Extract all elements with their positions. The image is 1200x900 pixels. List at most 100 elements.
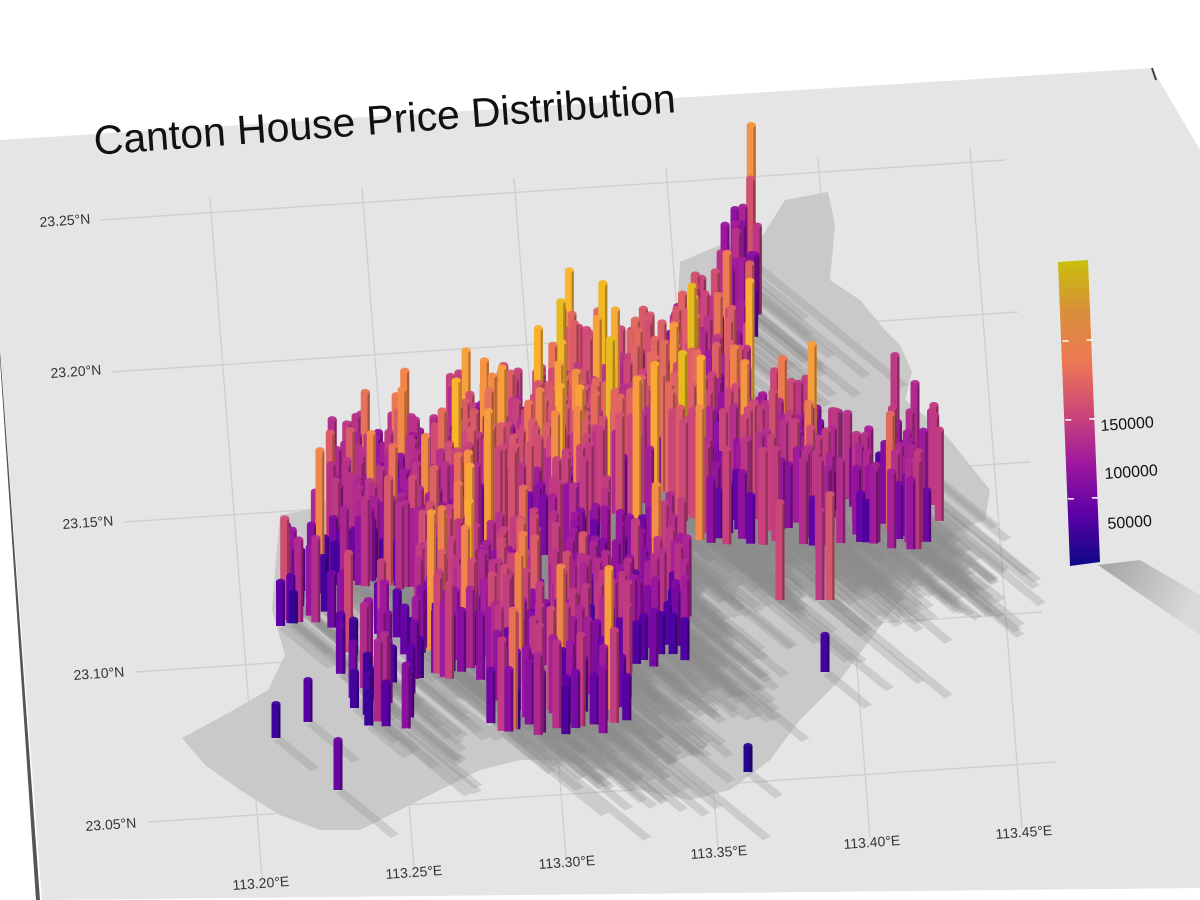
bar-shadow (667, 574, 766, 652)
price-bar-side (744, 472, 748, 539)
price-bar (792, 449, 802, 523)
price-bar-side (624, 456, 628, 519)
bar-shadow (680, 513, 867, 664)
bar-shadow (916, 541, 1025, 628)
price-bar-top (373, 428, 383, 435)
price-bar-top (906, 476, 916, 483)
bar-shadow (932, 504, 1040, 590)
price-bar-top (713, 291, 723, 298)
bar-shadow (679, 589, 770, 660)
price-bar-top (573, 406, 583, 413)
price-bar-side (322, 450, 325, 581)
bar-shadow (854, 521, 960, 605)
price-bar-side (919, 459, 922, 550)
price-bar-side (685, 421, 689, 521)
bar-shadow (913, 538, 984, 594)
bar-shadow (683, 651, 774, 723)
price-bar-top (564, 267, 574, 274)
bar-shadow (752, 276, 810, 321)
bar-shadow (908, 494, 1009, 575)
bar-shadow (500, 729, 609, 817)
price-bar-top (714, 486, 724, 493)
price-bar-top (738, 203, 748, 210)
price-bar-top (388, 442, 398, 449)
bar-shadow (601, 719, 692, 791)
price-bar-top (729, 402, 739, 409)
price-bar (934, 429, 944, 521)
bar-shadow (678, 608, 768, 680)
price-bar-top (375, 465, 385, 472)
price-bar-top (918, 427, 928, 434)
bar-shadow (611, 664, 712, 745)
bar-shadow (914, 548, 1022, 633)
price-bar-top (524, 399, 534, 406)
price-bar-top (326, 461, 336, 468)
bar-shadow (778, 599, 894, 692)
price-bar-top (411, 448, 421, 455)
bar-shadow (607, 675, 713, 759)
price-bar-side (492, 428, 495, 551)
price-bar-top (722, 445, 732, 452)
price-bar-top (740, 436, 750, 443)
price-bar-top (770, 367, 780, 374)
price-bar-top (737, 300, 747, 307)
price-bar (669, 416, 679, 515)
bar-shadow (741, 283, 836, 359)
bar-shadow (722, 528, 809, 596)
price-bar-top (724, 339, 734, 346)
price-bar (912, 459, 922, 550)
price-bar-top (605, 336, 615, 343)
price-bar-top (671, 371, 681, 378)
price-bar-side (373, 519, 377, 581)
price-bar-side (757, 254, 760, 315)
bar-shadow (857, 524, 954, 600)
price-bar (689, 419, 699, 519)
price-bar-side (729, 448, 732, 545)
price-bar-top (731, 382, 741, 389)
price-bar-side (514, 451, 518, 555)
price-bar-top (590, 390, 600, 397)
bar-shadow (412, 677, 484, 734)
bar-shadow (904, 534, 979, 593)
bar-shadow (658, 653, 711, 694)
price-bar-top (825, 451, 835, 458)
price-bar-top (887, 404, 897, 411)
price-bar-top (552, 456, 562, 463)
price-bar-top (408, 474, 418, 481)
price-bar-top (905, 436, 915, 443)
price-bar-top (679, 418, 689, 425)
bar-shadow (652, 640, 755, 721)
price-bar-top (601, 487, 611, 494)
price-bar-side (759, 225, 762, 315)
price-bar-top (345, 426, 355, 433)
bar-shadow (673, 618, 765, 692)
price-bar-top (534, 434, 544, 441)
bar-shadow (562, 726, 613, 765)
bar-shadow (505, 717, 586, 781)
price-bar (615, 414, 625, 521)
price-bar-top (746, 491, 756, 498)
price-bar (906, 479, 916, 550)
price-bar-top (484, 387, 494, 394)
price-bar-top (576, 443, 586, 450)
bar-shadow (407, 716, 468, 763)
price-bar-top (585, 329, 595, 336)
price-bar-top (720, 221, 730, 228)
price-bar-top (356, 452, 366, 459)
price-bar-side (747, 439, 750, 530)
bar-shadow (497, 696, 605, 782)
price-bar-side (730, 483, 734, 534)
price-bar-side (372, 509, 375, 582)
bar-shadow (288, 622, 349, 669)
bar-shadow (569, 710, 639, 765)
price-bar (771, 448, 781, 542)
price-bar-top (591, 502, 601, 509)
bar-shadow (907, 540, 981, 599)
price-bar-top (894, 480, 904, 487)
price-bar-top (719, 407, 729, 414)
price-bar-top (731, 220, 741, 227)
price-bar-side (900, 483, 904, 539)
bar-shadow (662, 595, 773, 683)
price-bar (836, 460, 846, 544)
